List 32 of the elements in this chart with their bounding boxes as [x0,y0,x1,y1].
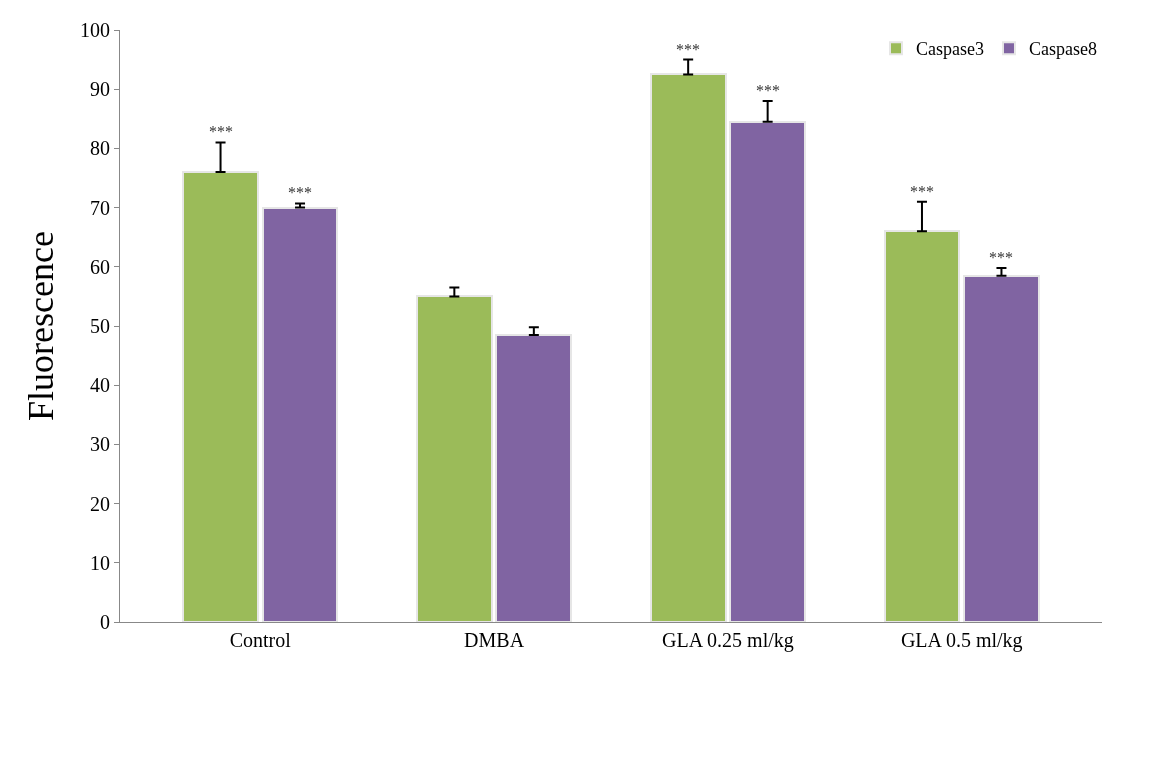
y-tick-label: 100 [80,19,110,41]
bar [729,121,806,622]
y-tick-label: 10 [90,551,110,574]
y-tick-label: 20 [90,492,110,515]
x-tick-label: GLA 0.25 ml/kg [662,629,794,652]
annotation: *** [756,82,780,99]
annotation: *** [288,184,312,201]
y-tick-label: 50 [90,315,110,337]
bar [650,73,727,622]
bar [262,207,338,622]
y-tick-label: 90 [90,78,110,101]
bar [963,275,1040,622]
annotation: *** [209,123,233,140]
y-axis-title: Fluorescence [20,231,61,421]
bar [182,171,259,622]
y-tick-label: 60 [90,255,110,278]
y-tick-label: 0 [100,611,110,633]
y-tick-label: 70 [90,196,110,219]
x-tick-label: DMBA [464,629,525,651]
legend-label: Caspase3 [916,39,984,60]
y-tick-label: 80 [90,137,110,160]
bar [416,295,493,622]
y-tick-label: 30 [90,433,110,456]
x-tick-label: GLA 0.5 ml/kg [900,629,1023,652]
x-tick-label: Control [229,629,292,651]
annotation: *** [989,249,1013,266]
annotation: *** [910,183,934,200]
y-tick-label: 40 [90,374,110,397]
bar [495,334,572,622]
bar [884,230,960,622]
legend-label: Caspase8 [1028,39,1097,60]
annotation: *** [676,41,700,58]
